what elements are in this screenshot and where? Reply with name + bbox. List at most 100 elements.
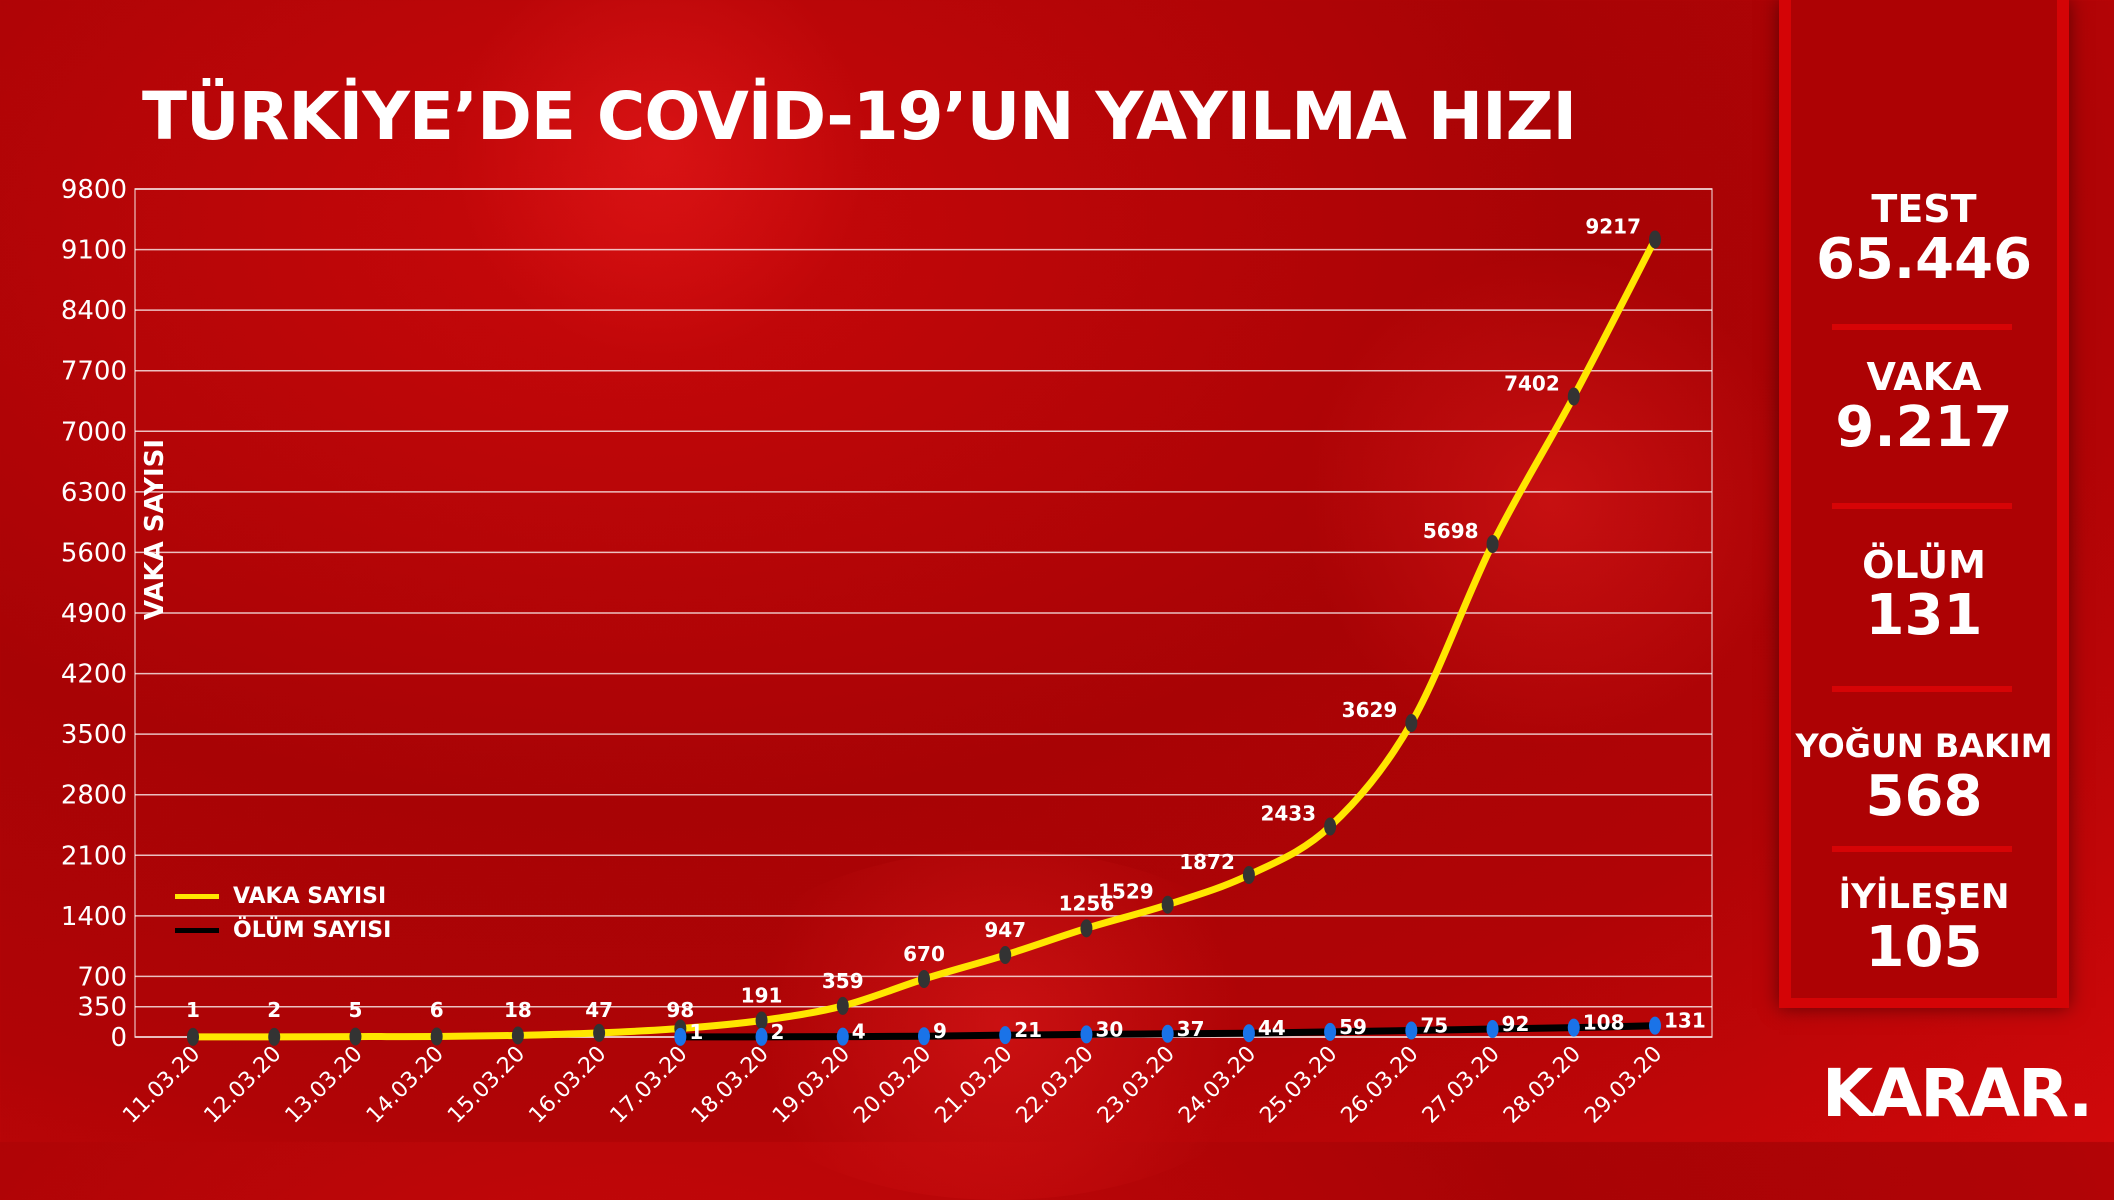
x-tick-label: 13.03.20 (281, 1042, 368, 1129)
stat-value: 568 (1865, 764, 1983, 829)
stat-label: TEST (1871, 187, 1977, 231)
deaths-point (918, 1027, 930, 1046)
stat-label: İYİLEŞEN (1838, 877, 2010, 917)
cases-point (1486, 534, 1499, 553)
y-tick-label: 7700 (61, 357, 127, 387)
cases-point (1567, 387, 1580, 406)
cases-point (1649, 230, 1661, 249)
y-tick-label: 1400 (61, 902, 127, 932)
cases-point (755, 1011, 768, 1030)
deaths-data-label: 30 (1095, 1017, 1123, 1041)
cases-data-label: 359 (822, 969, 864, 993)
cases-data-label: 98 (666, 998, 694, 1022)
deaths-point (1324, 1022, 1337, 1041)
divider (1832, 686, 2012, 692)
stat-label: VAKA (1866, 355, 1982, 399)
cases-point (836, 996, 849, 1015)
bg-decoration (450, 0, 870, 360)
deaths-data-label: 37 (1177, 1017, 1205, 1041)
cases-data-label: 1 (186, 998, 200, 1022)
y-tick-label: 5600 (61, 538, 127, 568)
deaths-data-label: 2 (771, 1020, 785, 1044)
cases-point (918, 970, 930, 989)
cases-point (1161, 895, 1174, 914)
y-tick-label: 2800 (61, 781, 127, 811)
deaths-data-label: 44 (1258, 1016, 1286, 1040)
y-tick-label: 0 (110, 1023, 127, 1053)
stat-label: YOĞUN BAKIM (1795, 727, 2053, 765)
deaths-point (1161, 1024, 1174, 1043)
deaths-point (674, 1027, 687, 1046)
cases-point (1242, 866, 1255, 885)
y-tick-label: 9100 (61, 236, 127, 266)
stat-value: 105 (1865, 915, 1983, 980)
x-tick-label: 22.03.20 (1012, 1042, 1099, 1129)
cases-point (593, 1023, 606, 1042)
legend-label: ÖLÜM SAYISI (233, 918, 392, 943)
cases-point (187, 1027, 199, 1046)
deaths-point (1242, 1024, 1255, 1043)
x-tick-label: 29.03.20 (1580, 1042, 1667, 1129)
deaths-data-label: 59 (1339, 1015, 1367, 1039)
deaths-data-label: 92 (1502, 1012, 1530, 1036)
stat-label: ÖLÜM (1862, 543, 1986, 587)
y-tick-label: 6300 (61, 478, 127, 508)
divider (1832, 324, 2012, 330)
cases-point (430, 1027, 443, 1046)
cases-data-label: 1256 (1059, 891, 1115, 915)
deaths-point (1486, 1020, 1499, 1039)
deaths-point (755, 1027, 768, 1046)
stat-test: TEST 65.446 (1779, 188, 2069, 290)
x-tick-label: 12.03.20 (200, 1042, 287, 1129)
cases-data-label: 670 (903, 942, 945, 966)
deaths-data-label: 21 (1014, 1018, 1042, 1042)
y-tick-label: 700 (77, 962, 127, 992)
karar-logo: KARAR. (1822, 1055, 2093, 1132)
bg-decoration (1300, 250, 1800, 750)
x-tick-label: 19.03.20 (768, 1042, 855, 1129)
x-tick-label: 28.03.20 (1499, 1042, 1586, 1129)
deaths-data-label: 131 (1664, 1009, 1706, 1033)
stat-icu: YOĞUN BAKIM 568 (1779, 725, 2069, 827)
cases-point (999, 946, 1012, 965)
cases-point (511, 1026, 524, 1045)
stat-recovered: İYİLEŞEN 105 (1779, 876, 2069, 978)
y-tick-label: 350 (77, 993, 127, 1023)
x-tick-label: 23.03.20 (1093, 1042, 1180, 1129)
cases-data-label: 191 (741, 983, 783, 1007)
deaths-point (1080, 1025, 1093, 1044)
x-tick-label: 16.03.20 (524, 1042, 611, 1129)
cases-data-label: 2433 (1260, 801, 1316, 825)
legend-label: VAKA SAYISI (233, 884, 387, 909)
x-tick-label: 26.03.20 (1337, 1042, 1424, 1129)
legend-swatch-black (175, 928, 219, 933)
legend-swatch-yellow (175, 894, 219, 899)
deaths-data-label: 108 (1583, 1011, 1625, 1035)
cases-point (1324, 817, 1337, 836)
x-tick-label: 21.03.20 (931, 1042, 1018, 1129)
cases-data-label: 7402 (1504, 372, 1560, 396)
cases-data-label: 6 (430, 998, 444, 1022)
legend-item-deaths: ÖLÜM SAYISI (175, 918, 391, 943)
cases-data-label: 3629 (1342, 698, 1398, 722)
cases-data-label: 5 (348, 998, 362, 1022)
chart-title: TÜRKİYE’DE COVİD-19’UN YAYILMA HIZI (142, 78, 1577, 155)
stats-panel: TEST 65.446 VAKA 9.217 ÖLÜM 131 YOĞUN BA… (1779, 0, 2069, 1008)
cases-line (189, 235, 1659, 1041)
cases-data-label: 5698 (1423, 519, 1479, 543)
deaths-data-label: 1 (689, 1020, 703, 1044)
y-tick-label: 4900 (61, 599, 127, 629)
y-tick-label: 9800 (61, 175, 127, 205)
cases-data-label: 1872 (1179, 850, 1235, 874)
x-tick-label: 18.03.20 (687, 1042, 774, 1129)
cases-data-label: 2 (267, 998, 281, 1022)
stat-value: 65.446 (1815, 227, 2033, 292)
x-tick-label: 11.03.20 (118, 1042, 205, 1129)
deaths-point (1649, 1016, 1661, 1035)
cases-data-label: 47 (585, 998, 613, 1022)
x-tick-label: 25.03.20 (1255, 1042, 1342, 1129)
legend-item-cases: VAKA SAYISI (175, 884, 386, 909)
y-tick-label: 2100 (61, 841, 127, 871)
x-tick-label: 20.03.20 (849, 1042, 936, 1129)
